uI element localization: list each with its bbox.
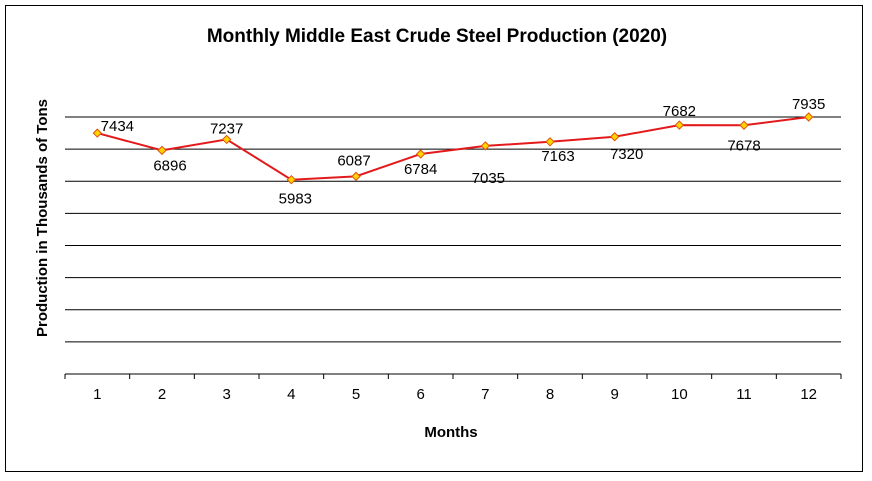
data-point [739,120,749,130]
x-tick-label: 6 [416,386,424,403]
data-label: 7434 [101,118,134,135]
data-point [674,120,685,130]
y-axis-title: Production in Thousands of Tons [34,99,51,337]
data-point [609,132,620,142]
x-tick-label: 2 [158,386,166,403]
data-point [286,175,297,185]
series [92,112,814,185]
x-tick-label: 11 [736,386,752,403]
x-tick-label: 12 [800,386,817,403]
x-tick-label: 10 [671,386,688,403]
x-tick-label: 3 [222,386,230,403]
x-tick-label: 8 [546,386,554,403]
x-tick-label: 4 [287,386,295,403]
x-axis: 1 2 3 4 5 6 7 8 9 10 11 12 [64,373,842,403]
data-label: 6087 [337,152,370,169]
data-label: 7682 [663,103,696,120]
x-tick-label: 5 [352,386,360,403]
data-point [351,171,361,182]
chart-title: Monthly Middle East Crude Steel Producti… [207,26,667,47]
data-label: 5983 [279,191,312,208]
data-label: 7163 [541,148,574,165]
data-label: 7678 [727,137,760,154]
x-tick-label: 9 [610,386,618,403]
data-label: 7035 [472,170,505,187]
x-axis-title: Months [424,424,477,441]
data-label: 7320 [610,146,643,163]
data-point [157,145,167,156]
data-point [415,149,426,159]
data-point [92,128,103,138]
data-label: 6784 [404,161,437,178]
data-label: 7935 [792,96,825,113]
data-point [803,112,814,122]
data-point [545,137,555,147]
x-tick-label: 7 [481,386,489,403]
data-point [221,134,232,145]
data-labels: 7434 6896 7237 5983 6087 6784 7035 7163 7320 7682… [101,96,826,208]
data-label: 6896 [153,157,186,174]
series-line [97,116,809,181]
data-label: 7237 [210,120,243,137]
chart-frame [5,5,863,472]
gridlines [65,116,841,343]
x-tick-label: 1 [93,386,101,403]
data-point [480,141,491,151]
